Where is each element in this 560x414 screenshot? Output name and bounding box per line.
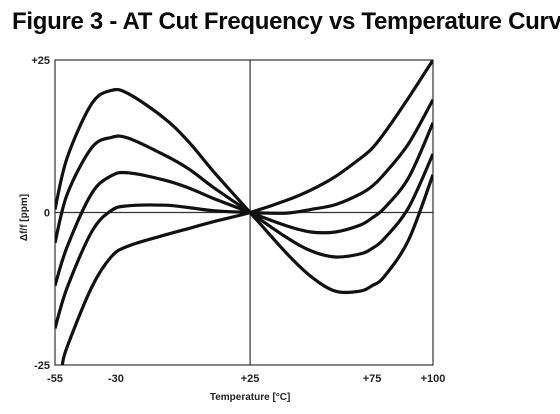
x-axis-label: Temperature [°C] <box>210 392 291 403</box>
x-tick-label: +25 <box>241 373 260 385</box>
x-tick-label: -30 <box>108 373 124 385</box>
x-tick-label: -55 <box>47 373 63 385</box>
y-tick-label: -25 <box>34 360 50 372</box>
y-tick-label: 0 <box>44 208 50 220</box>
x-tick-label: +75 <box>363 373 382 385</box>
series-line-2 <box>55 134 433 259</box>
y-tick-label: +25 <box>31 55 50 67</box>
x-tick-label: +100 <box>421 373 446 385</box>
series-line-1 <box>55 87 433 295</box>
chart-title: Figure 3 - AT Cut Frequency vs Temperatu… <box>12 8 560 35</box>
series-line-5 <box>60 60 433 365</box>
y-axis-label: Δf/f [ppm] <box>19 194 30 241</box>
